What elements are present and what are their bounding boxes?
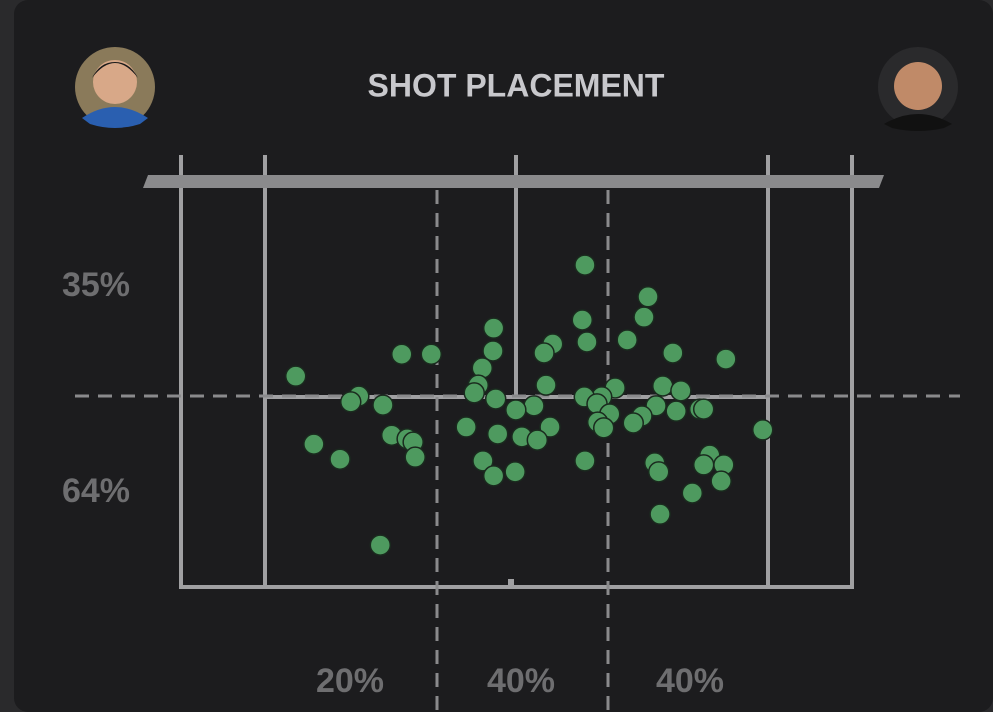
shot-dot bbox=[482, 317, 505, 339]
shot-dot bbox=[652, 375, 674, 397]
shots bbox=[284, 254, 774, 556]
shot-dot bbox=[571, 309, 594, 331]
shot-dot bbox=[622, 412, 645, 434]
shot-dot bbox=[526, 429, 549, 451]
shot-dot bbox=[463, 382, 485, 404]
shot-dot bbox=[539, 416, 561, 438]
zone-label: 64% bbox=[62, 472, 130, 510]
zone-label: 40% bbox=[656, 662, 724, 700]
shot-dot bbox=[391, 343, 413, 365]
shot-dot bbox=[649, 503, 671, 525]
shot-dot bbox=[576, 331, 598, 353]
shot-dot bbox=[284, 365, 307, 387]
shot-dot bbox=[648, 461, 670, 483]
avatar-left[interactable] bbox=[75, 47, 155, 128]
shot-dot bbox=[329, 448, 351, 470]
shot-dot bbox=[472, 450, 494, 472]
shot-dot bbox=[404, 446, 426, 468]
shot-dot bbox=[574, 450, 596, 472]
shot-dot bbox=[710, 470, 732, 492]
shot-dot bbox=[662, 342, 684, 364]
shot-dot bbox=[574, 254, 596, 276]
shot-dot bbox=[504, 461, 526, 483]
shot-dot bbox=[455, 416, 477, 438]
shot-dot bbox=[752, 419, 774, 441]
shot-dot bbox=[665, 400, 687, 422]
shot-dot bbox=[482, 465, 505, 487]
shot-dot bbox=[637, 286, 659, 308]
court bbox=[143, 155, 884, 589]
shot-dot bbox=[482, 340, 504, 362]
shot-dot bbox=[592, 417, 615, 439]
avatar-right[interactable] bbox=[878, 47, 958, 131]
shot-dot bbox=[692, 398, 715, 420]
shot-dot bbox=[369, 534, 392, 556]
shot-dot bbox=[616, 329, 638, 351]
shot-dot bbox=[670, 380, 692, 402]
net bbox=[143, 175, 884, 188]
shot-dot bbox=[484, 388, 507, 410]
shot-dot bbox=[420, 343, 443, 365]
shot-dot bbox=[340, 391, 362, 413]
title: SHOT PLACEMENT bbox=[368, 67, 665, 103]
shot-dot bbox=[486, 423, 509, 445]
shot-dot bbox=[633, 306, 655, 328]
shot-dot bbox=[372, 394, 394, 416]
shot-dot bbox=[505, 399, 527, 421]
shot-dot bbox=[681, 482, 704, 504]
shot-dot bbox=[533, 342, 555, 364]
panel bbox=[14, 0, 993, 712]
divider-v bbox=[435, 190, 610, 712]
zone-label: 40% bbox=[487, 662, 555, 700]
zone-label: 35% bbox=[62, 266, 130, 304]
shot-dot bbox=[535, 374, 557, 396]
shot-dot bbox=[715, 348, 737, 370]
zone-label: 20% bbox=[316, 662, 384, 700]
center-mark bbox=[508, 579, 514, 586]
shot-dot bbox=[303, 433, 325, 455]
shot-dot bbox=[692, 454, 715, 476]
shot-dot bbox=[523, 395, 545, 417]
